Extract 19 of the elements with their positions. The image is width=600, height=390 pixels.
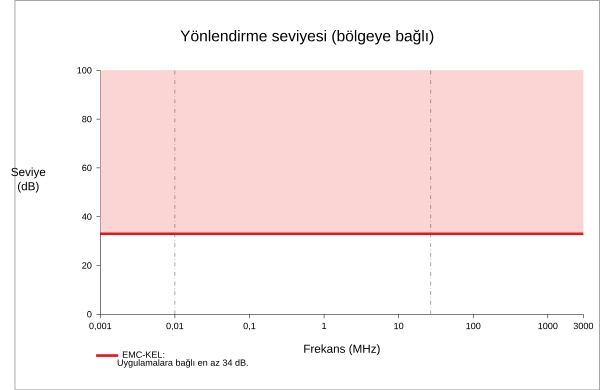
y-tick-label: 40: [82, 213, 92, 220]
y-tick-label: 0: [87, 310, 92, 318]
x-tick-label: 1: [322, 322, 326, 329]
y-tick-label: 20: [82, 262, 92, 268]
x-tick-label: 1000: [538, 322, 558, 329]
x-tick-label: 10: [394, 322, 404, 329]
x-axis-title: Frekans (MHz): [304, 344, 380, 355]
x-tick-label: 3000: [574, 322, 594, 329]
y-tick-label: 60: [82, 164, 92, 171]
chart-title: Yönlendirme seviyesi (bölgeye bağlı): [180, 30, 434, 44]
text: Uygulamalara bağlı en az 34 dB.: [118, 358, 248, 368]
y-tick-label: 100: [77, 66, 92, 74]
x-tick-label: 0,1: [244, 322, 256, 330]
x-tick-label: 100: [466, 322, 480, 329]
y-axis-title: Seviye (dB): [11, 167, 46, 192]
legend-label: EMC-KEL:: [122, 351, 164, 358]
y-tick-label: 80: [82, 116, 92, 122]
x-tick-label: 0,001: [89, 322, 112, 330]
x-tick-label: 0,01: [166, 322, 184, 330]
